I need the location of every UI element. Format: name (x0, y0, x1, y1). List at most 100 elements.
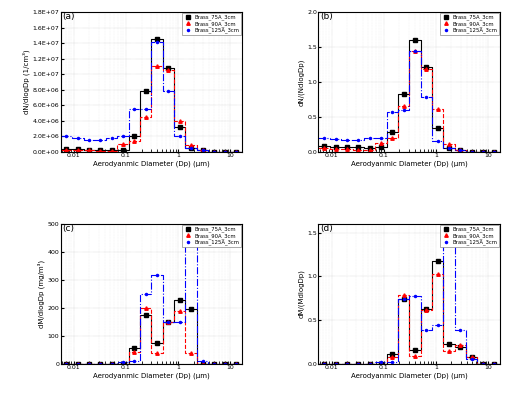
Brass_75A_3cm (188, 307, 194, 311)
Brass_90A_3cm (143, 306, 149, 311)
Brass_125A_3cm (131, 359, 137, 364)
Brass_75A_3cm (63, 147, 69, 152)
Brass_75A_3cm (109, 361, 115, 366)
Brass_75A_3cm (321, 143, 327, 148)
Line: Brass_75A_3cm: Brass_75A_3cm (65, 38, 238, 154)
Brass_125A_3cm (109, 135, 115, 140)
Brass_90A_3cm (109, 148, 115, 153)
Brass_125A_3cm (480, 361, 486, 366)
Brass_75A_3cm (389, 351, 395, 356)
Brass_90A_3cm (154, 351, 160, 356)
Brass_75A_3cm (154, 37, 160, 42)
Brass_75A_3cm (412, 347, 418, 352)
Brass_125A_3cm (109, 361, 115, 366)
Brass_75A_3cm (491, 149, 497, 154)
Brass_90A_3cm (211, 149, 217, 154)
Brass_90A_3cm (199, 361, 206, 366)
Brass_90A_3cm (188, 351, 194, 356)
Brass_125A_3cm (355, 137, 361, 142)
Brass_90A_3cm (120, 361, 126, 366)
Brass_75A_3cm (333, 144, 339, 149)
Brass_90A_3cm (344, 361, 350, 366)
Brass_75A_3cm (97, 147, 104, 152)
Brass_125A_3cm (188, 234, 194, 238)
Line: Brass_75A_3cm: Brass_75A_3cm (322, 38, 496, 154)
Brass_125A_3cm (435, 139, 441, 143)
Brass_75A_3cm (355, 361, 361, 366)
Brass_125A_3cm (344, 137, 350, 142)
X-axis label: Aerodyanmic Diameter (Dp) (μm): Aerodyanmic Diameter (Dp) (μm) (351, 161, 468, 167)
Line: Brass_90A_3cm: Brass_90A_3cm (322, 49, 496, 154)
Brass_90A_3cm (435, 107, 441, 112)
Legend: Brass_75A_3cm, Brass_90A_3cm, Brass_125A_3cm: Brass_75A_3cm, Brass_90A_3cm, Brass_125A… (182, 13, 241, 35)
Brass_125A_3cm (389, 360, 395, 364)
Brass_75A_3cm (378, 144, 384, 149)
Brass_75A_3cm (131, 346, 137, 351)
Brass_90A_3cm (423, 67, 429, 72)
Brass_75A_3cm (211, 149, 217, 154)
Brass_125A_3cm (86, 361, 92, 366)
Brass_125A_3cm (97, 137, 104, 142)
Brass_75A_3cm (458, 148, 464, 153)
Brass_125A_3cm (222, 149, 228, 154)
Brass_75A_3cm (367, 146, 373, 151)
Brass_75A_3cm (97, 361, 104, 366)
Brass_90A_3cm (333, 361, 339, 366)
Brass_125A_3cm (333, 361, 339, 366)
Brass_75A_3cm (199, 147, 206, 152)
Brass_90A_3cm (211, 361, 217, 366)
Brass_90A_3cm (412, 49, 418, 54)
Brass_90A_3cm (109, 361, 115, 366)
Brass_125A_3cm (458, 328, 464, 333)
Brass_90A_3cm (367, 361, 373, 366)
Brass_75A_3cm (211, 361, 217, 366)
Brass_125A_3cm (199, 148, 206, 153)
Brass_125A_3cm (469, 357, 475, 362)
Brass_75A_3cm (120, 147, 126, 152)
Brass_75A_3cm (177, 124, 183, 129)
Brass_125A_3cm (86, 137, 92, 142)
Brass_75A_3cm (344, 144, 350, 149)
Brass_125A_3cm (233, 361, 239, 366)
Brass_75A_3cm (389, 130, 395, 135)
Brass_75A_3cm (435, 258, 441, 263)
Brass_90A_3cm (491, 149, 497, 154)
Brass_90A_3cm (491, 361, 497, 366)
Line: Brass_90A_3cm: Brass_90A_3cm (322, 272, 496, 365)
Brass_75A_3cm (143, 312, 149, 317)
Brass_90A_3cm (63, 147, 69, 152)
Brass_75A_3cm (86, 361, 92, 366)
Text: (c): (c) (63, 224, 74, 233)
Brass_90A_3cm (177, 309, 183, 314)
Brass_90A_3cm (378, 361, 384, 366)
Brass_75A_3cm (480, 361, 486, 366)
Brass_75A_3cm (378, 361, 384, 366)
Brass_75A_3cm (166, 65, 172, 70)
Brass_90A_3cm (321, 146, 327, 151)
Brass_90A_3cm (97, 361, 104, 366)
X-axis label: Aerodyanmic Diameter (Dp) (μm): Aerodyanmic Diameter (Dp) (μm) (93, 161, 210, 167)
Brass_125A_3cm (469, 149, 475, 154)
Brass_90A_3cm (321, 361, 327, 366)
Brass_75A_3cm (355, 145, 361, 150)
Brass_75A_3cm (491, 361, 497, 366)
Brass_75A_3cm (480, 149, 486, 154)
Legend: Brass_75A_3cm, Brass_90A_3cm, Brass_125A_3cm: Brass_75A_3cm, Brass_90A_3cm, Brass_125A… (440, 13, 499, 35)
Brass_125A_3cm (321, 361, 327, 366)
Brass_75A_3cm (435, 126, 441, 130)
Brass_125A_3cm (446, 146, 452, 151)
Brass_90A_3cm (166, 68, 172, 73)
Brass_75A_3cm (109, 148, 115, 153)
Brass_125A_3cm (63, 134, 69, 139)
Brass_75A_3cm (423, 64, 429, 69)
Brass_75A_3cm (423, 306, 429, 311)
Brass_125A_3cm (188, 146, 194, 151)
Brass_90A_3cm (222, 149, 228, 154)
Brass_75A_3cm (131, 134, 137, 139)
Brass_90A_3cm (131, 138, 137, 143)
Brass_75A_3cm (446, 342, 452, 347)
Brass_90A_3cm (355, 361, 361, 366)
Brass_75A_3cm (120, 361, 126, 366)
Brass_90A_3cm (233, 361, 239, 366)
Line: Brass_90A_3cm: Brass_90A_3cm (65, 65, 238, 154)
